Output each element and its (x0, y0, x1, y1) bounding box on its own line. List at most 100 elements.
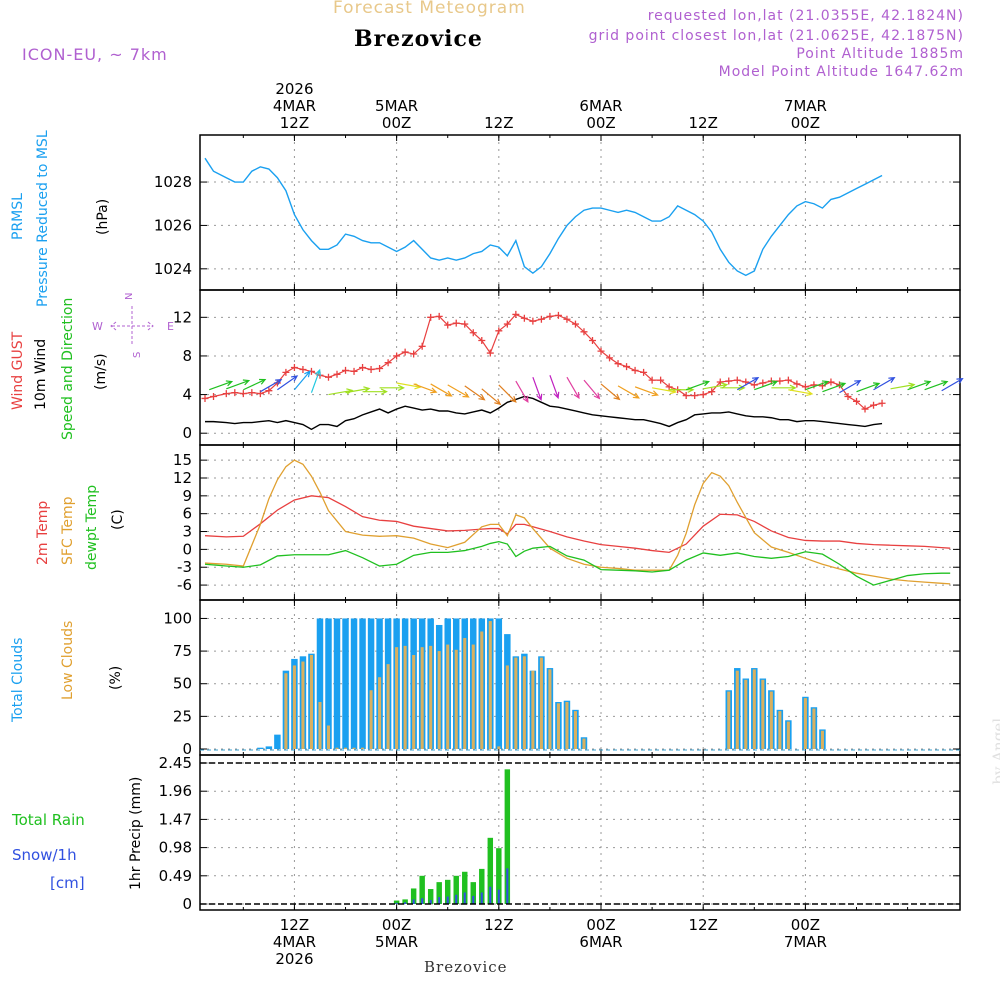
wind-direction-arrow (634, 386, 659, 397)
wind-direction-arrow (430, 383, 453, 397)
meteogram-title: Forecast Meteogram (333, 0, 526, 18)
low-cloud-bar (812, 708, 816, 749)
gust-marker (691, 392, 699, 400)
gust-marker (563, 315, 571, 323)
gust-marker (452, 319, 460, 327)
low-cloud-bar (335, 747, 339, 749)
snow-bar (480, 892, 483, 904)
snow-bar (446, 896, 449, 904)
gust-marker (350, 367, 358, 375)
precip-panel (199, 754, 961, 911)
pressure-ylabel-long: Pressure Reduced to MSL (35, 130, 51, 307)
low-cloud-bar (301, 661, 305, 749)
low-cloud-bar (454, 649, 458, 749)
gust-marker (503, 320, 511, 328)
wind-direction-arrow (873, 377, 896, 391)
low-cloud-bar (786, 721, 790, 749)
total-cloud-ylabel: Total Clouds (10, 638, 26, 723)
total-cloud-bar (265, 746, 273, 749)
station-name: Brezovice (354, 26, 483, 52)
snow-bar (421, 898, 424, 904)
gust-marker (861, 405, 869, 413)
temp-frame (199, 444, 961, 601)
temp-ytick-label: 0 (182, 540, 192, 558)
clouds-ytick-label: 25 (173, 707, 192, 725)
low-cloud-bar (573, 711, 577, 749)
wind-direction-arrow (293, 370, 311, 391)
top-time-label: 12Z (689, 114, 718, 132)
wind-frame (199, 289, 961, 446)
wind-direction-arrow (345, 386, 371, 394)
bottom-time-label: 4MAR (273, 933, 316, 951)
total-cloud-bar (325, 618, 332, 749)
gust-marker (853, 397, 861, 405)
gust-marker (708, 388, 716, 396)
wind-direction-arrow (226, 379, 251, 390)
low-cloud-bar (420, 647, 424, 749)
low-cloud-bar (497, 746, 501, 749)
gust-marker (299, 365, 307, 373)
precip-ytick-label: 0.98 (159, 839, 192, 857)
gust-marker (239, 390, 247, 398)
low-cloud-bar (539, 657, 543, 749)
snow-bar (455, 894, 458, 904)
wind-direction-arrow (856, 382, 881, 393)
low-cloud-bar (412, 655, 416, 749)
cloud-units: (%) (108, 666, 124, 690)
gust-marker (733, 376, 741, 384)
bottom-time-label: 00Z (791, 916, 820, 934)
gust-marker (324, 373, 332, 381)
low-cloud-bar (480, 631, 484, 749)
gust-marker (614, 360, 622, 368)
low-cloud-bar (565, 702, 569, 749)
low-cloud-bar (727, 691, 731, 749)
bottom-time-label: 5MAR (375, 933, 418, 951)
wind-ytick-label: 4 (182, 386, 192, 404)
gust-marker (597, 347, 605, 355)
gust-marker (495, 327, 503, 335)
low-cloud-bar (752, 669, 756, 749)
rain-legend-label: Total Rain (11, 811, 85, 829)
temp-panel (199, 444, 961, 601)
gust-marker (623, 363, 631, 371)
low-cloud-bar (522, 656, 526, 749)
snow-bar (497, 889, 500, 904)
wind-direction-arrow (566, 376, 580, 400)
rain-bar (393, 900, 400, 904)
low-cloud-bar (326, 725, 331, 749)
gust-marker (716, 378, 724, 386)
total-cloud-bar (274, 734, 281, 749)
total-cloud-bar (367, 618, 375, 749)
gridpoint-coordinates: grid point closest lon,lat (21.0625E, 42… (588, 28, 964, 44)
low-cloud-bar (735, 670, 739, 749)
wind-units: (m/s) (93, 353, 109, 390)
wind-direction-arrow (549, 375, 560, 400)
gust-marker (478, 336, 486, 344)
rain-bar (462, 871, 468, 904)
gust-marker (210, 393, 218, 401)
clouds-ytick-label: 100 (163, 609, 192, 627)
gust-marker (410, 350, 418, 358)
low-cloud-bar (403, 645, 407, 749)
footer-station: Brezovice (424, 958, 508, 976)
precip-ytick-label: 0.49 (159, 867, 192, 885)
gust-marker (827, 378, 835, 386)
gust-marker (427, 313, 435, 321)
gust-marker (461, 320, 469, 328)
low-cloud-bar (803, 698, 807, 749)
low-cloud-bar (292, 665, 296, 749)
rain-bar (410, 888, 417, 904)
snow-bar (472, 895, 475, 904)
compass-west: W (92, 320, 103, 333)
low-cloud-bar (386, 664, 390, 749)
low-cloud-bar (369, 690, 373, 749)
gust-marker (750, 381, 758, 389)
wind-direction-arrow (362, 388, 388, 395)
snow-legend-label: Snow/1h (12, 846, 77, 864)
gust-marker (435, 312, 443, 320)
wind-direction-arrow (583, 379, 601, 400)
rain-bar (496, 848, 502, 904)
gust-marker (367, 365, 375, 373)
low-cloud-bar (309, 655, 313, 749)
wind-direction-arrow (685, 380, 711, 391)
